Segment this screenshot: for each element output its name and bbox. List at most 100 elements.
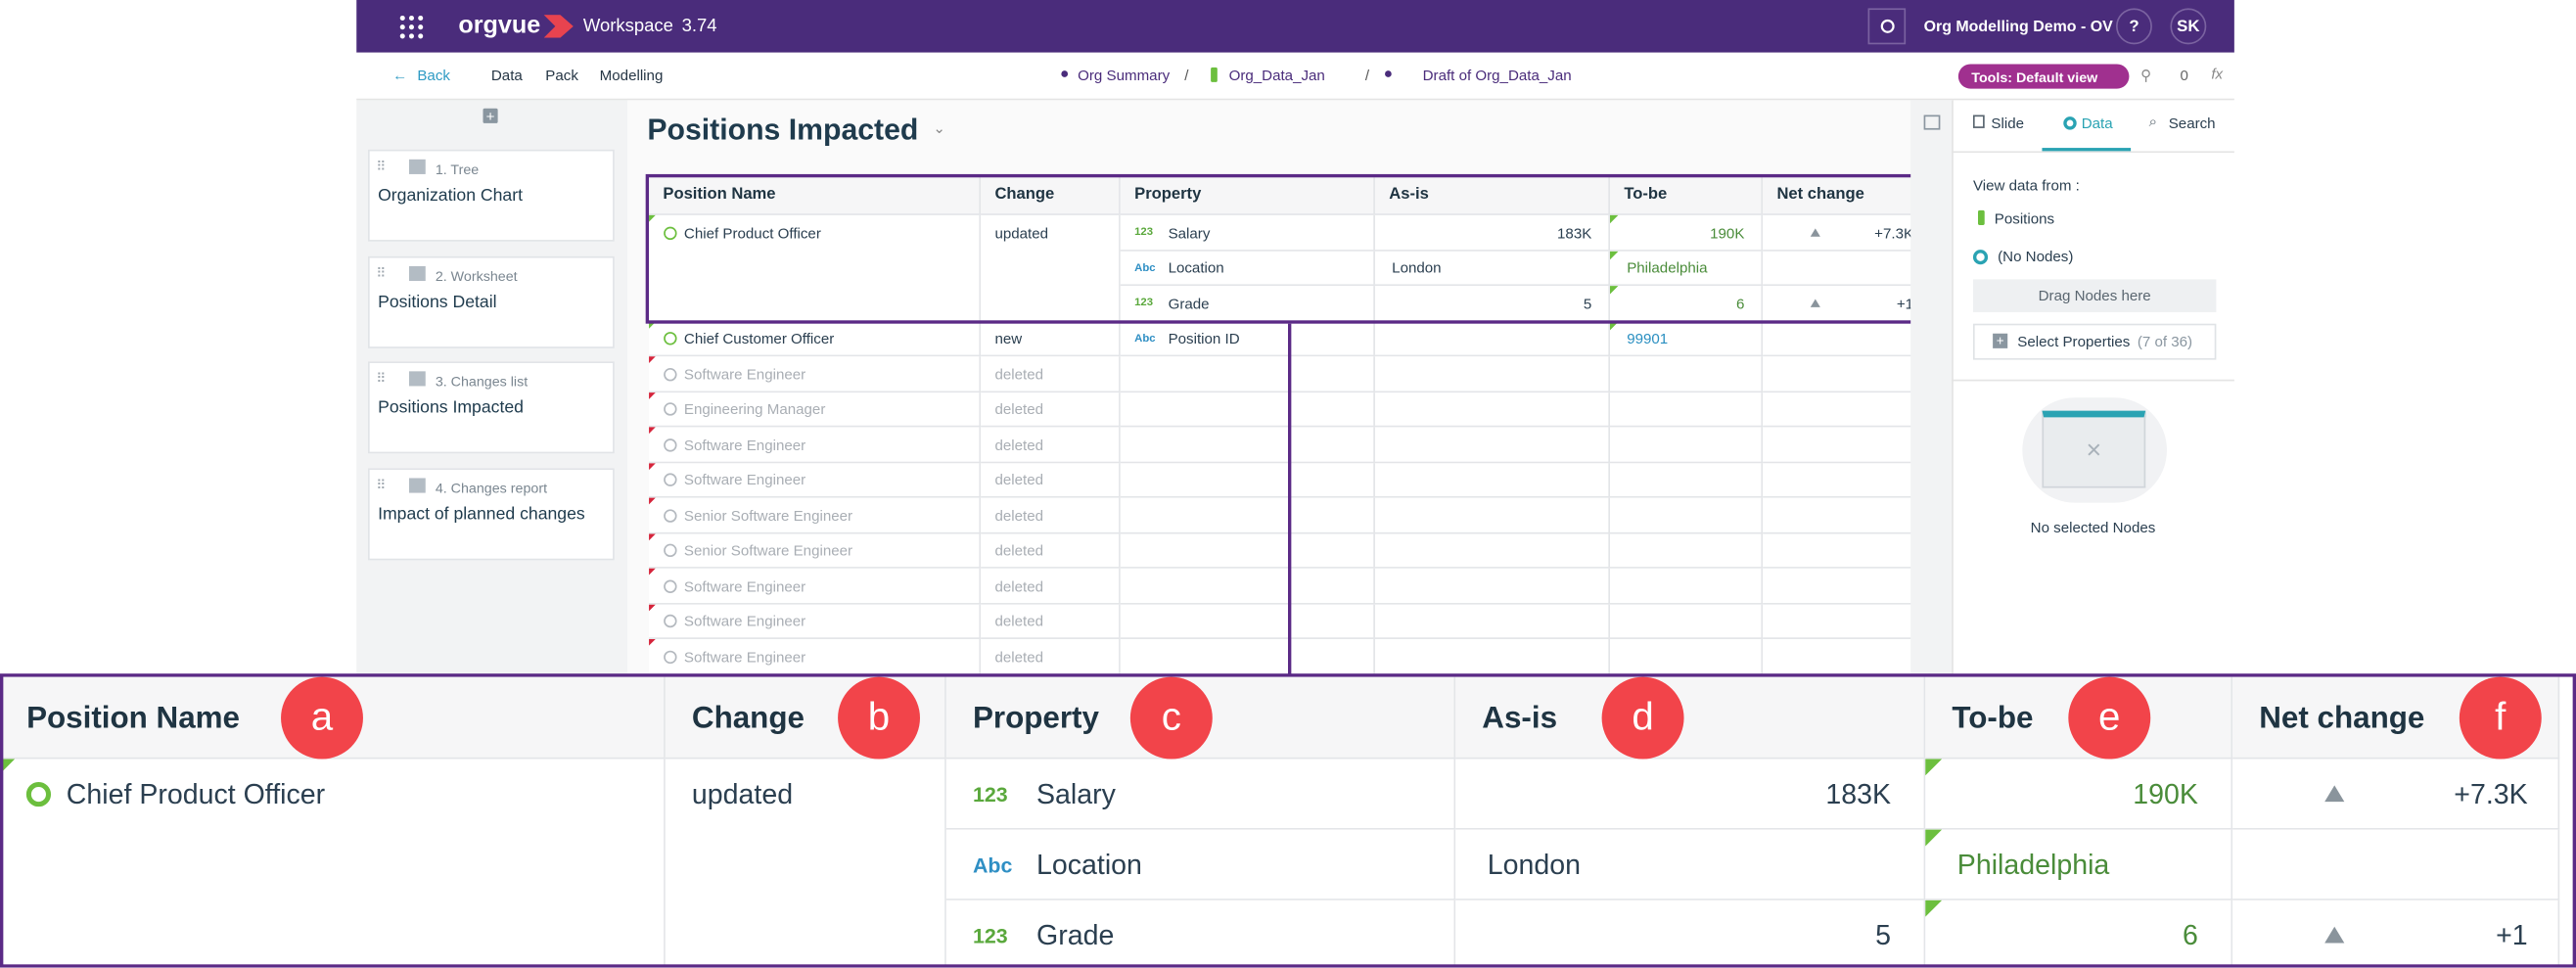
position-name[interactable]: Chief Product Officer <box>66 777 326 809</box>
breadcrumb[interactable]: Org Summary <box>1078 67 1171 84</box>
change: new <box>994 330 1023 347</box>
cell <box>1120 250 1375 287</box>
back-link[interactable]: Back <box>417 67 450 84</box>
cell <box>1374 497 1610 533</box>
position-name[interactable]: Software Engineer <box>683 437 806 453</box>
status-ring <box>663 508 676 523</box>
increase-icon <box>1810 299 1820 307</box>
menu-item[interactable]: Modelling <box>599 67 664 84</box>
select-box[interactable] <box>1972 323 2217 360</box>
to-be: 99901 <box>1627 330 1669 347</box>
apps-icon[interactable] <box>399 15 424 39</box>
property: Location <box>1036 848 1142 880</box>
status-ring <box>663 402 676 417</box>
change: deleted <box>994 613 1044 630</box>
to-be: Philadelphia <box>1627 259 1708 277</box>
add-button[interactable]: + <box>483 108 498 124</box>
fx[interactable]: fx <box>2211 66 2224 82</box>
cell <box>649 427 982 463</box>
row-corner <box>649 427 656 435</box>
position-name[interactable]: Chief Customer Officer <box>683 330 835 347</box>
status-ring <box>663 650 676 664</box>
cell <box>1374 638 1610 674</box>
main-title: Positions Impacted <box>647 113 919 147</box>
tab[interactable]: Data <box>2081 115 2113 132</box>
collapse-icon[interactable] <box>1923 115 1941 130</box>
position-name[interactable]: Software Engineer <box>683 365 806 383</box>
type-badge: Abc <box>972 853 1013 878</box>
position-name[interactable]: Senior Software Engineer <box>683 507 853 525</box>
changed-corner <box>1609 321 1619 330</box>
cell <box>1763 603 1931 639</box>
cell <box>1120 462 1375 498</box>
divider <box>1952 151 2234 154</box>
cell <box>981 497 1121 533</box>
table: Position Name Change Property As-is To-be Net… <box>649 175 1934 674</box>
position-name[interactable]: Software Engineer <box>683 472 806 488</box>
cell <box>649 603 982 639</box>
cell <box>1374 321 1610 357</box>
tools-pill[interactable]: Tools: Default view <box>1957 64 2130 89</box>
help-button[interactable]: ? <box>2115 8 2152 45</box>
row-corner <box>649 603 656 611</box>
card-icon <box>408 371 426 387</box>
cell <box>981 321 1121 357</box>
cell <box>981 568 1121 604</box>
cell <box>649 462 982 498</box>
cell <box>1374 462 1610 498</box>
drag-handle: ⠿ <box>376 477 386 492</box>
project-name[interactable]: Org Modelling Demo - OV <box>1923 18 2113 36</box>
count: 0 <box>2180 67 2188 84</box>
changed-corner <box>1925 829 1943 847</box>
breadcrumb[interactable]: Draft of Org_Data_Jan <box>1422 67 1572 84</box>
cell <box>649 638 982 674</box>
cell <box>1374 532 1610 569</box>
chevron[interactable]: ⌄ <box>933 119 946 137</box>
cell <box>1455 759 1926 830</box>
drag-handle: ⠿ <box>376 159 386 174</box>
cell <box>981 532 1121 569</box>
status-ring <box>663 438 676 452</box>
card-title: Positions Detail <box>378 291 497 312</box>
drop-zone[interactable]: Drag Nodes here <box>1972 279 2217 312</box>
source: Positions <box>1994 209 2055 227</box>
nodes: (No Nodes) <box>1998 248 2074 265</box>
logo <box>543 15 574 38</box>
refresh-button[interactable] <box>1867 8 1907 45</box>
menu-item[interactable]: Pack <box>545 67 578 84</box>
cell <box>1374 250 1610 287</box>
cell <box>981 392 1121 428</box>
breadcrumb[interactable]: Org_Data_Jan <box>1228 67 1325 84</box>
separator: / <box>1364 67 1370 84</box>
position-name[interactable]: Software Engineer <box>683 648 806 666</box>
cell <box>1120 356 1375 392</box>
user-avatar[interactable]: SK <box>2170 8 2207 45</box>
icon <box>1211 67 1218 82</box>
cell <box>1763 462 1931 498</box>
position-name[interactable]: Software Engineer <box>683 577 806 595</box>
to-be: Philadelphia <box>1956 848 2110 880</box>
pin-icon[interactable]: ⚲ <box>2140 67 2152 84</box>
card-number: 2. Worksheet <box>435 266 518 284</box>
column-header: As-is <box>1455 676 1926 760</box>
as-is: London <box>1392 259 1442 277</box>
app-name: orgvue <box>458 11 541 40</box>
cell <box>0 759 666 968</box>
select-properties[interactable]: Select Properties <box>2017 333 2131 350</box>
card-number: 1. Tree <box>435 161 480 178</box>
tab[interactable]: Search <box>2168 115 2216 132</box>
menu-item[interactable]: Data <box>490 67 523 84</box>
dot <box>1385 70 1392 77</box>
cell <box>1925 899 2233 968</box>
status-ring <box>663 543 676 558</box>
cell <box>981 356 1121 392</box>
callout-badge: b <box>838 676 920 760</box>
empty-message: No selected Nodes <box>2030 519 2156 536</box>
position-name[interactable]: Chief Product Officer <box>683 224 821 242</box>
change: deleted <box>994 365 1044 383</box>
tab[interactable]: Slide <box>1991 115 2025 132</box>
position-name[interactable]: Engineering Manager <box>683 400 826 418</box>
version: 3.74 <box>681 16 717 36</box>
position-name[interactable]: Senior Software Engineer <box>683 542 853 560</box>
position-name[interactable]: Software Engineer <box>683 613 806 630</box>
